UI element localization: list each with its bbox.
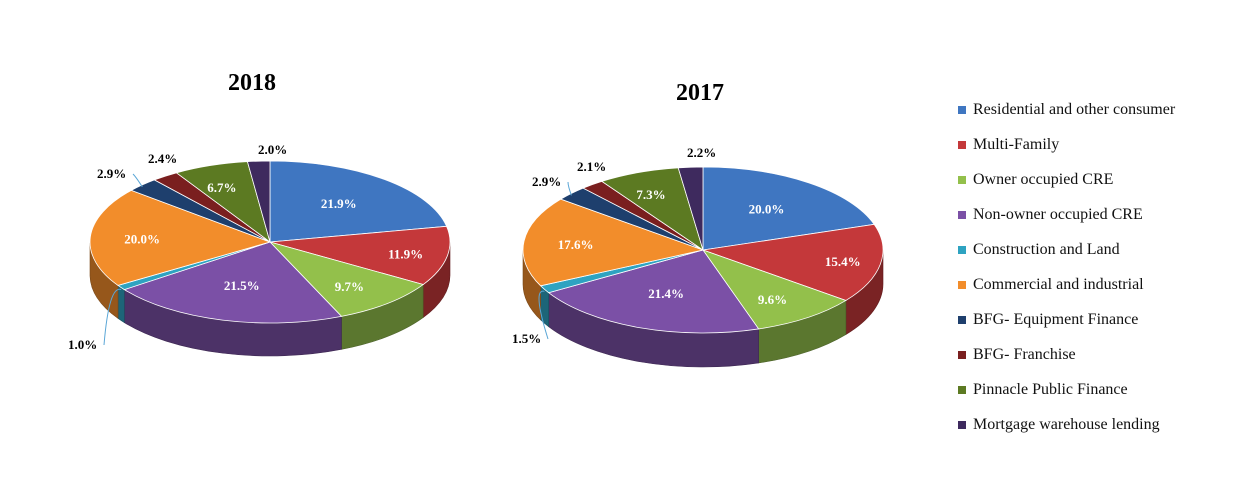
data-label-bfg-equipment-finance: 2.9% [97,166,126,181]
legend-label: Multi-Family [973,135,1060,153]
legend-swatch [958,385,966,394]
legend-swatch [958,350,966,359]
legend-item: Residential and other consumer [958,92,1175,127]
pie-slice-mortgage-warehouse-lending [246,160,271,243]
data-label-multi-family: 11.9% [388,246,423,261]
pie-slice-non-owner-occupied-cre [123,241,343,324]
legend-swatch [958,315,966,324]
pie-top-faces [89,160,451,324]
chart-title-2017: 2017 [676,80,724,106]
pie-slice-commercial-and-industrial [522,198,705,287]
data-label-bfg-franchise: 2.1% [577,159,606,174]
legend-label: Residential and other consumer [973,100,1176,118]
pie-top-faces [522,166,884,334]
chart-title-2018: 2018 [228,70,276,96]
legend-swatch [958,210,966,219]
legend-item: BFG- Franchise [958,337,1175,372]
pie-charts: 2018 2017 21.9% 11.9% 9.7% 21.5% 1.0% 20.0% 2.… [68,70,884,368]
legend: Residential and other consumer Multi-Fam… [958,92,1175,442]
legend-label: Owner occupied CRE [973,170,1114,188]
data-label-mortgage-warehouse-lending: 2.0% [258,142,287,157]
pie-slice-residential-and-other-consumer [702,166,875,251]
legend-swatch [958,420,966,429]
legend-item: Multi-Family [958,127,1175,162]
legend-label: Pinnacle Public Finance [973,380,1128,398]
data-label-bfg-franchise: 2.4% [148,151,177,166]
legend-item: BFG- Equipment Finance [958,302,1175,337]
pie-slice-owner-occupied-cre [268,241,425,317]
legend-label: Construction and Land [973,240,1120,258]
data-label-commercial-and-industrial: 20.0% [124,231,160,246]
data-label-residential-and-other-consumer: 21.9% [321,196,357,211]
legend-item: Non-owner occupied CRE [958,197,1175,232]
data-label-leader [567,181,572,196]
legend-label: BFG- Equipment Finance [973,310,1139,328]
data-label-pinnacle-public-finance: 6.7% [207,180,236,195]
data-label-construction-and-land: 1.0% [68,337,97,352]
pie-slice-mortgage-warehouse-lending [677,166,704,251]
pie-side-construction-and-land [117,284,125,324]
data-label-bfg-equipment-finance: 2.9% [532,174,561,189]
data-label-pinnacle-public-finance: 7.3% [636,187,665,202]
legend-item: Mortgage warehouse lending [958,407,1175,442]
data-label-leader [103,288,122,346]
legend-label: Non-owner occupied CRE [973,205,1143,223]
legend-item: Owner occupied CRE [958,162,1175,197]
legend-swatch [958,105,966,114]
pie-slice-residential-and-other-consumer [269,160,448,243]
data-label-owner-occupied-cre: 9.6% [758,292,787,307]
data-label-residential-and-other-consumer: 20.0% [749,201,785,216]
pie-data-labels: 21.9% 11.9% 9.7% 21.5% 1.0% 20.0% 2.9% 2.4% 6.7%… [68,142,423,352]
legend-label: Mortgage warehouse lending [973,415,1160,433]
pie-slice-commercial-and-industrial [89,189,272,286]
pie-slice-multi-family [269,225,451,285]
data-label-non-owner-occupied-cre: 21.4% [648,286,684,301]
data-label-owner-occupied-cre: 9.7% [335,279,364,294]
pie-2017: 20.0% 15.4% 9.6% 21.4% 1.5% 17.6% 2.9% 2.1% 7.3%… [512,145,884,368]
pie-slice-multi-family [702,223,884,301]
legend-swatch [958,280,966,289]
data-label-multi-family: 15.4% [825,254,861,269]
legend-label: Commercial and industrial [973,275,1144,293]
pie-slice-owner-occupied-cre [701,249,847,330]
pie-slice-non-owner-occupied-cre [547,249,760,334]
legend-label: BFG- Franchise [973,345,1076,363]
data-label-construction-and-land: 1.5% [512,331,541,346]
pie-data-labels: 20.0% 15.4% 9.6% 21.4% 1.5% 17.6% 2.9% 2.1% 7.3%… [512,145,861,346]
data-label-non-owner-occupied-cre: 21.5% [224,278,260,293]
data-label-mortgage-warehouse-lending: 2.2% [687,145,716,160]
data-label-leader [132,173,143,188]
legend-swatch [958,175,966,184]
legend-item: Construction and Land [958,232,1175,267]
data-label-leader [538,290,549,340]
data-label-commercial-and-industrial: 17.6% [558,237,594,252]
legend-item: Commercial and industrial [958,267,1175,302]
pie-2018: 21.9% 11.9% 9.7% 21.5% 1.0% 20.0% 2.9% 2.4% 6.7%… [68,142,451,357]
legend-swatch [958,245,966,254]
legend-swatch [958,140,966,149]
legend-item: Pinnacle Public Finance [958,372,1175,407]
